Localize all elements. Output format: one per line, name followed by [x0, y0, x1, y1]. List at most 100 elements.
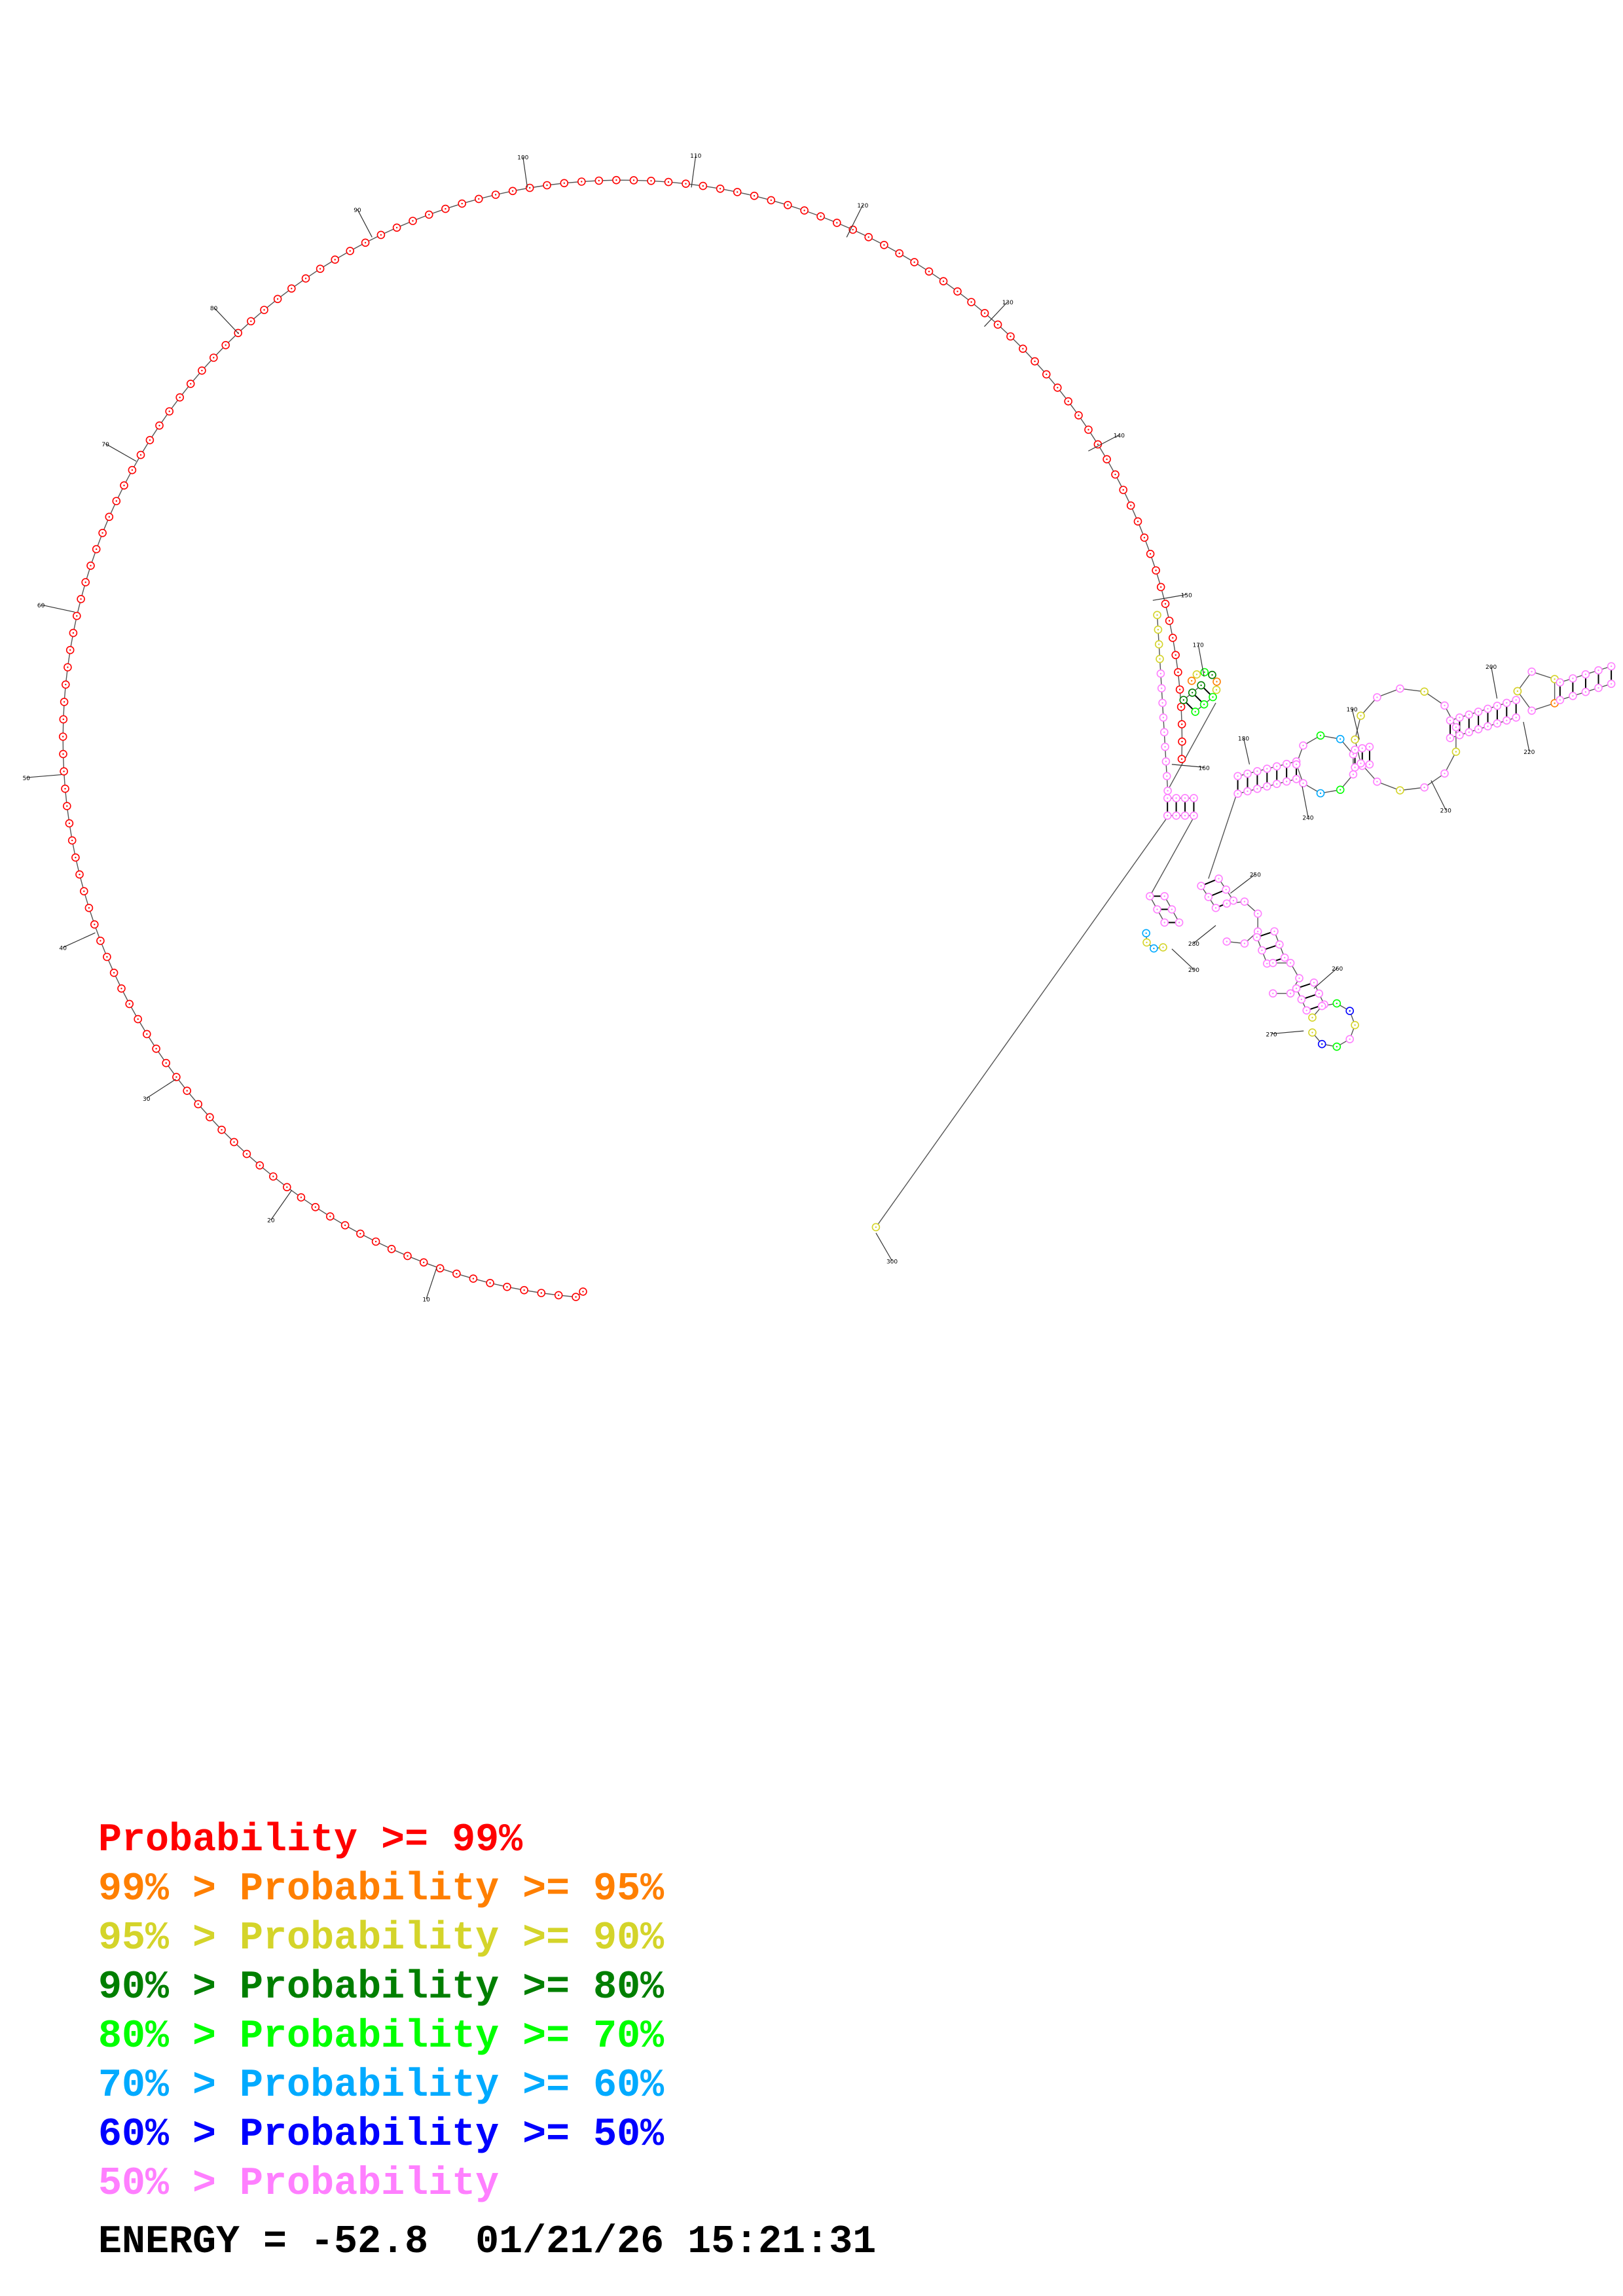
- nucleotide-dot: [1506, 702, 1508, 704]
- nucleotide-dot: [1194, 711, 1196, 713]
- nucleotide-dot: [1153, 947, 1155, 950]
- nucleotide-dot: [836, 222, 838, 224]
- legend-row-1: Probability >= 99%: [98, 1816, 664, 1865]
- nucleotide-dot: [71, 839, 73, 842]
- nucleotide-dot: [1477, 711, 1480, 713]
- nucleotide-dot: [1516, 690, 1519, 692]
- nucleotide-dot: [1156, 908, 1158, 910]
- nucleotide-dot: [1286, 763, 1288, 765]
- index-tick: [1171, 764, 1205, 768]
- nucleotide-dot: [1191, 680, 1193, 682]
- nucleotide-dot: [1172, 637, 1174, 639]
- nucleotide-dot: [1487, 725, 1489, 727]
- nucleotide-dot: [1336, 1002, 1338, 1005]
- index-label: 70: [101, 442, 109, 448]
- legend-text: Probability >= 80%: [240, 1965, 665, 2010]
- index-tick: [1171, 948, 1194, 970]
- nucleotide-dot: [1261, 949, 1263, 952]
- nucleotide-dot: [1468, 731, 1470, 733]
- index-labels: 10 20 30 40 50 60 70 80 90 100 110 120 130 140 150 160 1…: [23, 153, 1535, 1303]
- nucleotide-dot: [168, 410, 170, 412]
- nucleotide-dot: [1319, 734, 1322, 737]
- nucleotide-dot: [1276, 783, 1278, 785]
- index-tick: [62, 932, 96, 948]
- nucleotide-dot: [928, 270, 930, 272]
- nucleotide-dot: [1376, 781, 1378, 783]
- nucleotide-dot: [94, 924, 96, 925]
- timestamp: 01/21/26 15:21:31: [475, 2220, 877, 2265]
- nucleotide-dot: [615, 179, 617, 181]
- nucleotide-dot: [291, 287, 293, 289]
- legend-text: Probability >= 50%: [240, 2113, 665, 2157]
- nucleotide-dot: [1022, 348, 1024, 350]
- legend-text: Probability >= 99%: [98, 1818, 523, 1863]
- nucleotide-dot: [852, 228, 854, 231]
- nucleotide-dot: [1046, 373, 1048, 376]
- nucleotide-dot: [1321, 1005, 1323, 1007]
- nucleotide-dot: [1559, 699, 1561, 701]
- nucleotide-dot: [1078, 414, 1080, 416]
- nucleotide-dot: [1349, 1038, 1351, 1040]
- index-tick: [1491, 666, 1498, 699]
- nucleotide-dot: [1256, 770, 1258, 772]
- nucleotide-dot: [65, 683, 67, 686]
- index-tick: [984, 301, 1008, 327]
- connector-line: [875, 817, 1168, 1228]
- nucleotide-dot: [259, 1164, 261, 1166]
- nucleotide-dot: [155, 1048, 157, 1050]
- nucleotide-dot: [1162, 717, 1165, 719]
- nucleotide-dot: [1295, 778, 1298, 780]
- nucleotide-dot: [131, 469, 134, 471]
- nucleotide-dot: [875, 1226, 877, 1229]
- nucleotide-dot: [69, 649, 71, 651]
- nucleotide-dot: [1572, 677, 1574, 679]
- nucleotide-dot: [1034, 360, 1036, 363]
- index-tick: [1230, 874, 1256, 894]
- nucleotide-dot: [344, 1224, 346, 1227]
- legend-prefix: 99% >: [98, 1867, 240, 1912]
- nucleotide-dot: [1218, 878, 1220, 880]
- nucleotide-dot: [1360, 715, 1362, 717]
- connector-line: [1149, 817, 1195, 897]
- index-tick: [26, 774, 62, 778]
- legend-row-5: 80% > Probability >= 70%: [98, 2013, 664, 2062]
- nucleotide-dot: [581, 181, 583, 183]
- index-tick: [522, 156, 528, 188]
- nucleotide-dot: [90, 565, 92, 567]
- nucleotide-dot: [1496, 723, 1499, 725]
- nucleotide-dot: [1181, 723, 1183, 725]
- nucleotide-dot: [461, 202, 463, 205]
- index-label: 250: [1250, 872, 1261, 879]
- nucleotide-dot: [364, 242, 367, 243]
- nucleotide-dot: [867, 236, 869, 238]
- nucleotide-dot: [395, 226, 398, 228]
- legend-prefix: 50% >: [98, 2162, 240, 2206]
- nucleotide-dot: [1459, 734, 1461, 736]
- nucleotide-dot: [1200, 684, 1202, 687]
- nucleotide-dot: [1352, 753, 1355, 755]
- index-tick: [1271, 1030, 1304, 1035]
- nucleotide-dot: [489, 1282, 491, 1284]
- loop-290: [1146, 933, 1163, 949]
- nucleotide-dot: [1289, 992, 1292, 995]
- nucleotide-dot: [667, 181, 670, 183]
- nucleotide-dot: [1354, 749, 1356, 751]
- nucleotide-dot: [1143, 537, 1146, 539]
- index-tick: [1523, 721, 1530, 751]
- nucleotide-dot: [1097, 443, 1099, 446]
- nucleotide-dot: [79, 873, 81, 876]
- nucleotide-dot: [1247, 772, 1249, 775]
- nucleotide-dot: [1295, 763, 1298, 766]
- nucleotide-dot: [1257, 912, 1259, 915]
- nucleotide-dot: [67, 666, 69, 668]
- nucleotide-dot: [100, 940, 101, 942]
- nucleotide-dot: [68, 822, 71, 825]
- nucleotide-dot: [1298, 977, 1300, 979]
- nucleotide-dot: [1145, 932, 1147, 935]
- nucleotide-dot: [213, 357, 215, 359]
- nucleotide-dot: [75, 857, 77, 859]
- nucleotide-dot: [1272, 992, 1274, 995]
- nucleotide-dot: [263, 309, 265, 311]
- nucleotide-dot: [737, 191, 739, 193]
- nucleotide-dot: [80, 598, 82, 600]
